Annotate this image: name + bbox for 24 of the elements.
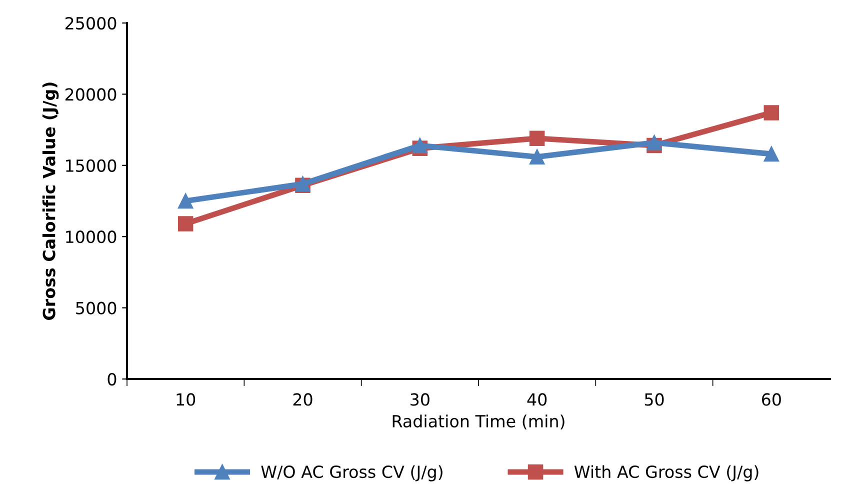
x-axis-title: Radiation Time (min) [392,414,564,430]
y-tick-label: 5000 [76,302,116,314]
point [764,105,780,120]
legend-label: With AC Gross CV (J/g) [574,465,758,482]
point [178,216,194,232]
point [529,149,545,164]
x-tick-label: 50 [644,393,664,406]
point [764,146,780,162]
x-tick-label: 40 [527,393,547,406]
y-axis-title: Gross Calorific Value (J/g) [42,82,59,320]
point [412,138,428,154]
y-tick-label: 10000 [66,230,116,244]
point [646,134,662,150]
y-tick-label: 25000 [65,16,116,30]
x-tick-label: 10 [176,393,196,406]
y-tick-label: 20000 [65,88,116,101]
y-tick-label: 15000 [66,159,116,172]
point [529,130,545,146]
x-tick-label: 20 [293,393,312,406]
legend-label: W/O AC Gross CV (J/g) [261,465,442,482]
x-tick-label: 30 [410,393,430,406]
x-tick-label: 60 [762,393,781,406]
y-tick-label: 0 [108,372,116,386]
point [178,193,194,209]
